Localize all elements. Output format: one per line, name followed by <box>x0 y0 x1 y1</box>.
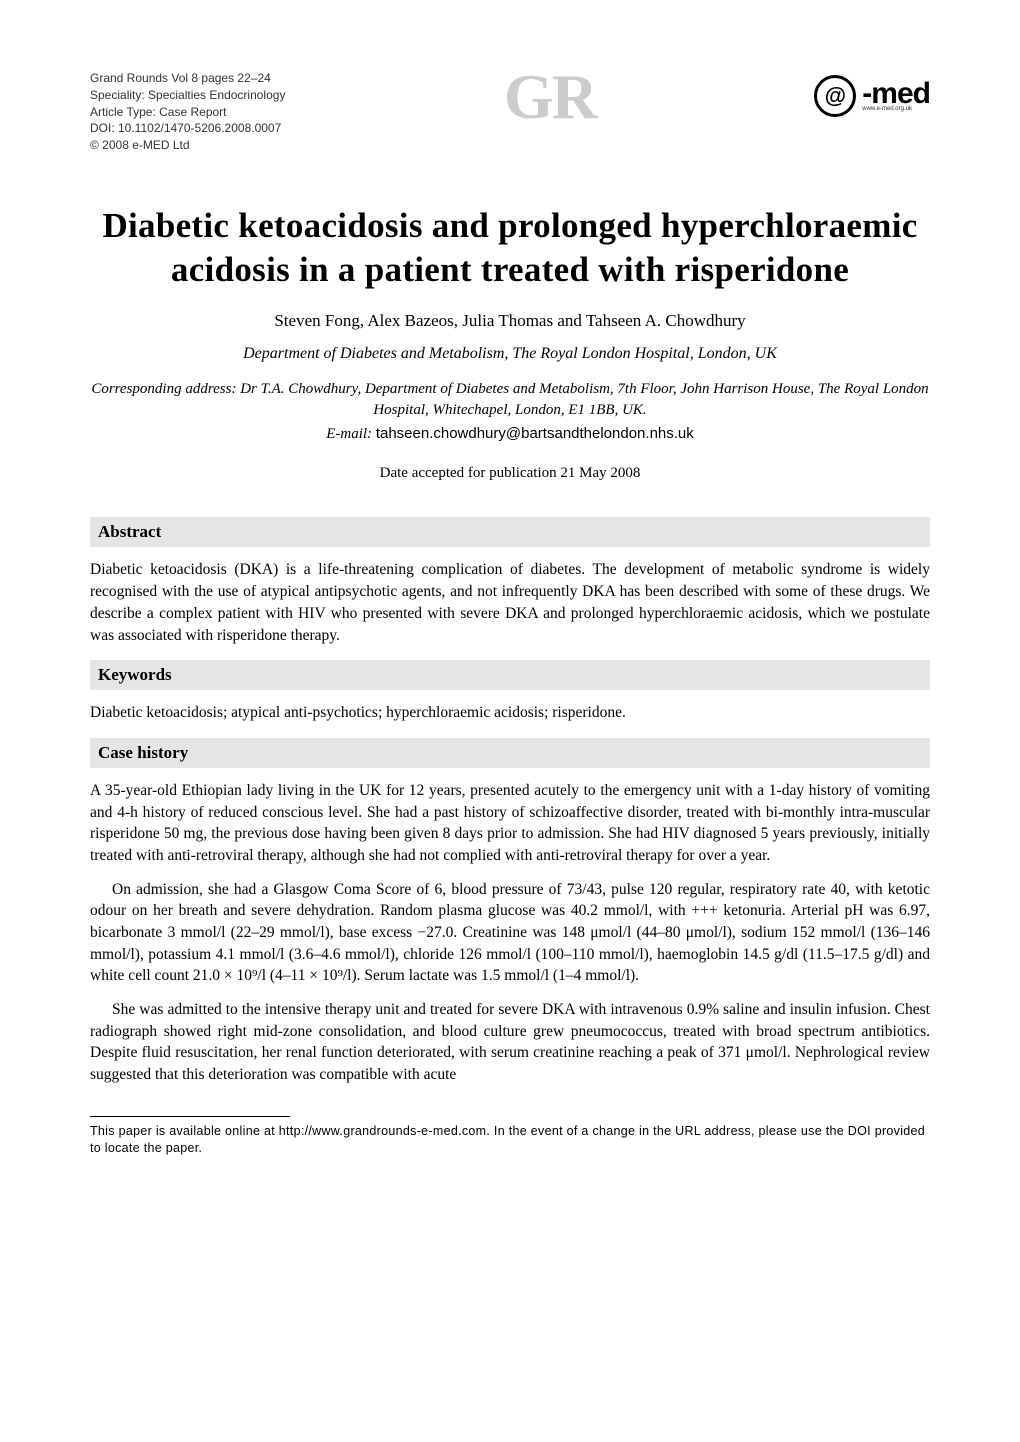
keywords-text: Diabetic ketoacidosis; atypical anti-psy… <box>90 702 930 724</box>
case-history-heading: Case history <box>90 738 930 768</box>
case-paragraph-1: A 35-year-old Ethiopian lady living in t… <box>90 780 930 867</box>
meta-article-type: Article Type: Case Report <box>90 104 285 121</box>
emed-wordmark: -med <box>862 80 930 107</box>
meta-journal: Grand Rounds Vol 8 pages 22–24 <box>90 70 285 87</box>
abstract-heading: Abstract <box>90 517 930 547</box>
authors-line: Steven Fong, Alex Bazeos, Julia Thomas a… <box>90 311 930 331</box>
at-icon: @ <box>814 75 856 117</box>
affiliation: Department of Diabetes and Metabolism, T… <box>90 345 930 363</box>
corresponding-address: Corresponding address: Dr T.A. Chowdhury… <box>90 379 930 421</box>
case-paragraph-3: She was admitted to the intensive therap… <box>90 999 930 1086</box>
date-accepted: Date accepted for publication 21 May 200… <box>90 465 930 482</box>
keywords-heading: Keywords <box>90 660 930 690</box>
emed-logo: @ -med www.e-med.org.uk <box>814 75 930 117</box>
gr-logo: GR <box>504 60 596 134</box>
abstract-text: Diabetic ketoacidosis (DKA) is a life-th… <box>90 559 930 646</box>
article-meta: Grand Rounds Vol 8 pages 22–24 Specialit… <box>90 70 285 154</box>
meta-copyright: © 2008 e-MED Ltd <box>90 137 285 154</box>
emed-logo-text: -med www.e-med.org.uk <box>862 80 930 112</box>
meta-speciality: Speciality: Specialties Endocrinology <box>90 87 285 104</box>
footer-divider <box>90 1116 290 1117</box>
email-label: E-mail: <box>326 426 376 442</box>
emed-url: www.e-med.org.uk <box>862 107 930 112</box>
footer-note: This paper is available online at http:/… <box>90 1123 930 1158</box>
case-paragraph-2: On admission, she had a Glasgow Coma Sco… <box>90 879 930 987</box>
email-line: E-mail: tahseen.chowdhury@bartsandthelon… <box>90 425 930 443</box>
page-header: Grand Rounds Vol 8 pages 22–24 Specialit… <box>90 70 930 154</box>
email-address: tahseen.chowdhury@bartsandthelondon.nhs.… <box>376 425 694 442</box>
article-title: Diabetic ketoacidosis and prolonged hype… <box>90 204 930 292</box>
meta-doi: DOI: 10.1102/1470-5206.2008.0007 <box>90 120 285 137</box>
